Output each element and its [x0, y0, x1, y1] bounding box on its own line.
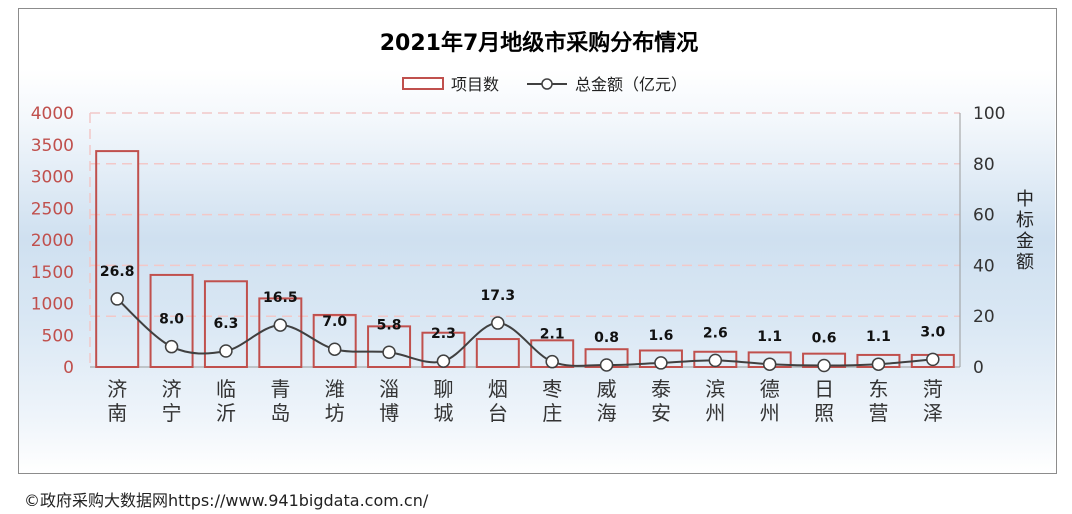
data-label: 8.0 [159, 312, 184, 328]
bar [367, 325, 412, 368]
right-tick-label: 20 [973, 307, 995, 327]
line-marker [327, 342, 342, 356]
line-marker [599, 358, 614, 372]
line-marker [436, 354, 451, 368]
bar [475, 338, 520, 368]
data-label: 16.5 [263, 290, 298, 306]
chart-svg: 2021年7月地级市采购分布情况 项目数 总金额（亿元） 05001000150… [19, 30, 1055, 472]
category-label: 淄博 [379, 377, 399, 425]
data-label: 7.0 [322, 314, 347, 330]
left-tick-label: 500 [42, 326, 74, 346]
data-label: 17.3 [481, 288, 516, 304]
right-tick-label: 40 [973, 256, 995, 276]
series-line [116, 298, 933, 367]
left-tick-label: 3500 [31, 136, 74, 156]
legend-swatch-marker [541, 78, 553, 90]
legend: 项目数 总金额（亿元） [402, 75, 687, 94]
line-marker [762, 357, 777, 371]
line-marker [219, 344, 233, 358]
category-label: 济宁 [162, 377, 182, 425]
category-label: 泰安 [651, 377, 671, 425]
line-marker [817, 358, 831, 373]
right-tick-label: 100 [973, 104, 1005, 124]
legend-swatch-bars [402, 77, 444, 90]
category-label: 潍坊 [325, 377, 345, 425]
data-label: 1.1 [757, 329, 782, 345]
left-tick-label: 0 [63, 358, 74, 378]
plot-area: 0 500 1000 1500 2000 2500 3000 3500 4000 0 20 40 60 8… [31, 104, 1006, 425]
left-tick-label: 4000 [31, 104, 74, 124]
line-marker [110, 292, 124, 306]
category-label: 济南 [107, 377, 127, 425]
left-tick-label: 1500 [31, 263, 74, 283]
category-label: 青岛 [270, 377, 290, 425]
background-band [19, 69, 1055, 472]
line-marker [654, 356, 668, 370]
right-axis-title: 中标金额 [1016, 189, 1034, 273]
category-label: 威海 [597, 377, 617, 425]
bar [95, 150, 140, 368]
category-label: 德州 [760, 377, 780, 425]
line-marker [491, 316, 505, 330]
bar [149, 273, 194, 368]
data-label: 1.6 [649, 328, 674, 344]
left-tick-label: 2000 [31, 231, 74, 251]
line-marker [382, 345, 396, 360]
category-label: 滨州 [705, 377, 725, 425]
left-tick-label: 3000 [31, 168, 74, 188]
data-label: 0.6 [812, 330, 837, 346]
category-label: 日照 [814, 377, 834, 425]
line-marker [926, 352, 940, 367]
data-label: 2.6 [703, 325, 728, 341]
bar [312, 313, 357, 368]
category-label: 枣庄 [542, 377, 562, 425]
data-label: 2.1 [540, 327, 565, 343]
data-label: 5.8 [377, 317, 402, 333]
left-tick-label: 2500 [31, 199, 74, 219]
chart-title: 2021年7月地级市采购分布情况 [380, 30, 699, 56]
footer-credit: ©政府采购大数据网https://www.941bigdata.com.cn/ [24, 491, 429, 510]
right-tick-label: 60 [973, 206, 995, 226]
chart-frame: 2021年7月地级市采购分布情况 项目数 总金额（亿元） 0 500 1000 150… [18, 8, 1057, 474]
right-tick-label: 0 [973, 358, 984, 378]
data-label: 6.3 [214, 316, 239, 332]
data-label: 0.8 [594, 330, 619, 346]
left-tick-label: 1000 [31, 295, 74, 315]
legend-label-bars: 项目数 [451, 75, 499, 94]
data-label: 2.3 [431, 326, 456, 342]
legend-label-line: 总金额（亿元） [575, 75, 687, 94]
line-marker [273, 318, 288, 332]
category-label: 东营 [868, 377, 888, 425]
data-label: 3.0 [920, 324, 945, 340]
data-label: 1.1 [866, 329, 891, 345]
category-label: 临沂 [216, 377, 236, 425]
line-marker [545, 354, 559, 369]
category-label: 烟台 [488, 377, 508, 425]
line-marker [871, 357, 886, 371]
bar [203, 280, 248, 368]
data-label: 26.8 [100, 264, 135, 280]
category-label: 聊城 [433, 377, 453, 425]
line-marker [164, 339, 179, 354]
category-label: 菏泽 [923, 377, 943, 425]
line-marker [708, 353, 723, 368]
right-tick-label: 80 [973, 155, 995, 175]
